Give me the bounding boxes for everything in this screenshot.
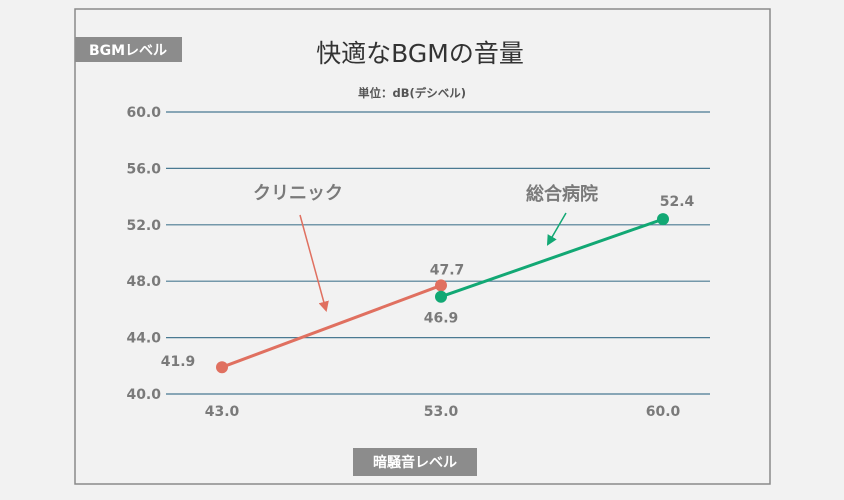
data-point (435, 290, 447, 303)
x-tick-label: 60.0 (646, 404, 681, 420)
series-line (440, 217, 664, 299)
x-tick-labels: 43.0 53.0 60.0 (205, 404, 681, 420)
gridlines (166, 111, 710, 395)
data-label: 47.7 (430, 262, 465, 278)
y-tick-label: 52.0 (126, 218, 161, 234)
chart-title: 快適なBGMの音量 (316, 39, 524, 68)
y-tick-label: 60.0 (126, 105, 161, 121)
y-tick-label: 40.0 (126, 387, 161, 403)
y-tick-label: 44.0 (126, 331, 161, 347)
data-label: 41.9 (161, 354, 196, 370)
x-axis-label-box (353, 448, 477, 476)
series-line (221, 284, 442, 369)
series-name-label: クリニック (253, 183, 343, 204)
y-tick-label: 48.0 (126, 274, 161, 290)
x-axis-label: 暗騒音レベル (373, 454, 457, 471)
data-point (657, 213, 669, 226)
y-tick-labels: 40.0 44.0 48.0 52.0 56.0 60.0 (126, 105, 161, 403)
data-point (216, 361, 228, 374)
y-axis-label-box (75, 37, 182, 62)
series-callout-arrow (546, 212, 567, 246)
series-callout-arrow (299, 214, 329, 313)
series-1: 46.9 52.4 総合病院 (424, 183, 695, 327)
series: 41.9 47.7 クリニック 46.9 52.4 総合病院 (161, 183, 695, 374)
x-tick-label: 43.0 (205, 404, 240, 420)
data-point (435, 279, 447, 292)
y-tick-label: 56.0 (126, 161, 161, 177)
chart-subtitle: 単位：dB(デシベル) (358, 86, 466, 100)
x-tick-label: 53.0 (424, 404, 459, 420)
chart-border (74, 8, 771, 485)
data-label: 46.9 (424, 311, 459, 327)
series-0: 41.9 47.7 クリニック (161, 183, 465, 374)
data-label: 52.4 (660, 194, 695, 210)
y-axis-label: BGMレベル (89, 43, 167, 59)
series-name-label: 総合病院 (526, 183, 598, 205)
